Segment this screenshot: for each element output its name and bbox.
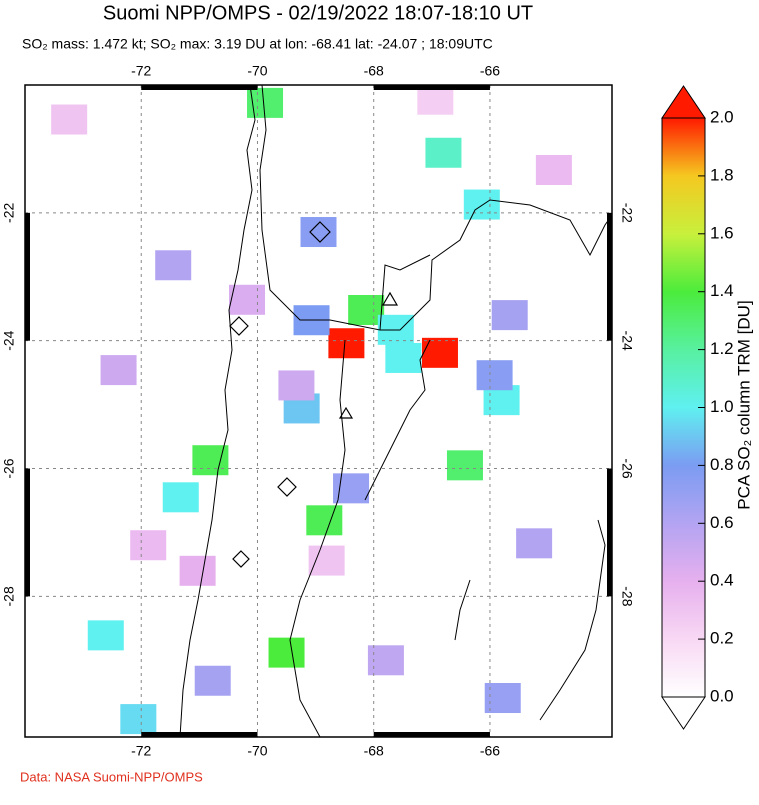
footer: Data: NASA Suomi-NPP/OMPS — [20, 769, 203, 784]
lat-tick-label: -24 — [619, 331, 635, 351]
colorbar-tick-label: 0.4 — [710, 571, 734, 590]
so2-pixel — [535, 155, 572, 186]
so2-pixel — [120, 704, 157, 735]
lat-tick-label: -26 — [619, 458, 635, 478]
so2-pixel — [308, 545, 345, 576]
colorbar-tick-label: 0.6 — [710, 513, 734, 532]
so2-pixel — [484, 683, 521, 714]
map-frame — [24, 84, 613, 738]
lon-tick-label: -68 — [364, 743, 384, 759]
so2-pixel — [130, 530, 167, 561]
frame-band — [25, 212, 30, 341]
frame-band — [607, 468, 612, 597]
so2-pixel — [194, 665, 231, 696]
lat-tick-label: -28 — [1, 586, 17, 606]
lat-tick-label: -22 — [619, 203, 635, 223]
frame-band — [141, 732, 258, 737]
so2-pixel — [87, 620, 124, 651]
coastlines — [179, 85, 612, 737]
colorbar-tick-label: 1.0 — [710, 397, 734, 416]
colorbar-tick-label: 0.0 — [710, 686, 734, 705]
lon-tick-label: -70 — [247, 743, 267, 759]
lon-tick-label: -70 — [247, 63, 267, 79]
frame-band — [373, 85, 490, 90]
colorbar-label: PCA SO₂ column TRM [DU] — [734, 300, 753, 509]
so2-pixel — [278, 370, 315, 401]
frame-band — [607, 212, 612, 341]
so2-pixel — [162, 482, 199, 513]
volcano-markers — [229, 221, 399, 568]
so2-pixel — [229, 284, 266, 315]
so2-pixel — [268, 637, 305, 668]
colorbar-tick-label: 1.2 — [710, 339, 734, 358]
so2-pixel — [100, 355, 137, 386]
so2-pixel — [446, 450, 483, 481]
so2-pixel — [516, 528, 553, 559]
colorbar-tick-label: 0.2 — [710, 629, 734, 648]
so2-pixel — [300, 217, 337, 248]
colorbar-tick-label: 1.4 — [710, 281, 734, 300]
so2-pixel — [425, 137, 462, 168]
so2-pixel — [306, 505, 343, 536]
lat-tick-label: -28 — [619, 586, 635, 606]
colorbar-max-arrow — [661, 85, 706, 119]
colorbar-tick-label: 0.8 — [710, 455, 734, 474]
so2-pixel — [333, 473, 370, 504]
so2-pixel — [179, 555, 216, 586]
so2-pixel — [155, 250, 192, 281]
colorbar-tick-label: 1.6 — [710, 223, 734, 242]
frame-bands — [25, 85, 612, 737]
lon-tick-label: -72 — [131, 63, 151, 79]
so2-pixel — [476, 360, 513, 391]
lon-tick-label: -66 — [480, 743, 500, 759]
lat-tick-label: -24 — [1, 330, 17, 350]
so2-pixel — [51, 104, 88, 135]
so2-pixel — [192, 445, 229, 476]
so2-pixel — [328, 328, 365, 359]
so2-pixel — [463, 189, 500, 220]
lat-tick-label: -26 — [1, 458, 17, 478]
frame-band — [25, 468, 30, 597]
colorbar-tick-label: 1.8 — [710, 165, 734, 184]
subtitle: SO₂ mass: 1.472 kt; SO₂ max: 3.19 DU at … — [22, 36, 493, 52]
so2-pixel — [385, 342, 422, 373]
so2-pixel — [421, 337, 458, 368]
colorbar-tick-label: 2.0 — [710, 107, 734, 126]
lat-tick-label: -22 — [1, 203, 17, 223]
title: Suomi NPP/OMPS - 02/19/2022 18:07-18:10 … — [103, 2, 533, 24]
lon-tick-label: -66 — [480, 63, 500, 79]
lon-tick-label: -68 — [364, 63, 384, 79]
so2-pixel — [491, 300, 528, 331]
frame-band — [141, 85, 258, 90]
frame-band — [373, 732, 490, 737]
lon-tick-label: -72 — [131, 743, 151, 759]
colorbar-min-arrow — [661, 696, 706, 730]
